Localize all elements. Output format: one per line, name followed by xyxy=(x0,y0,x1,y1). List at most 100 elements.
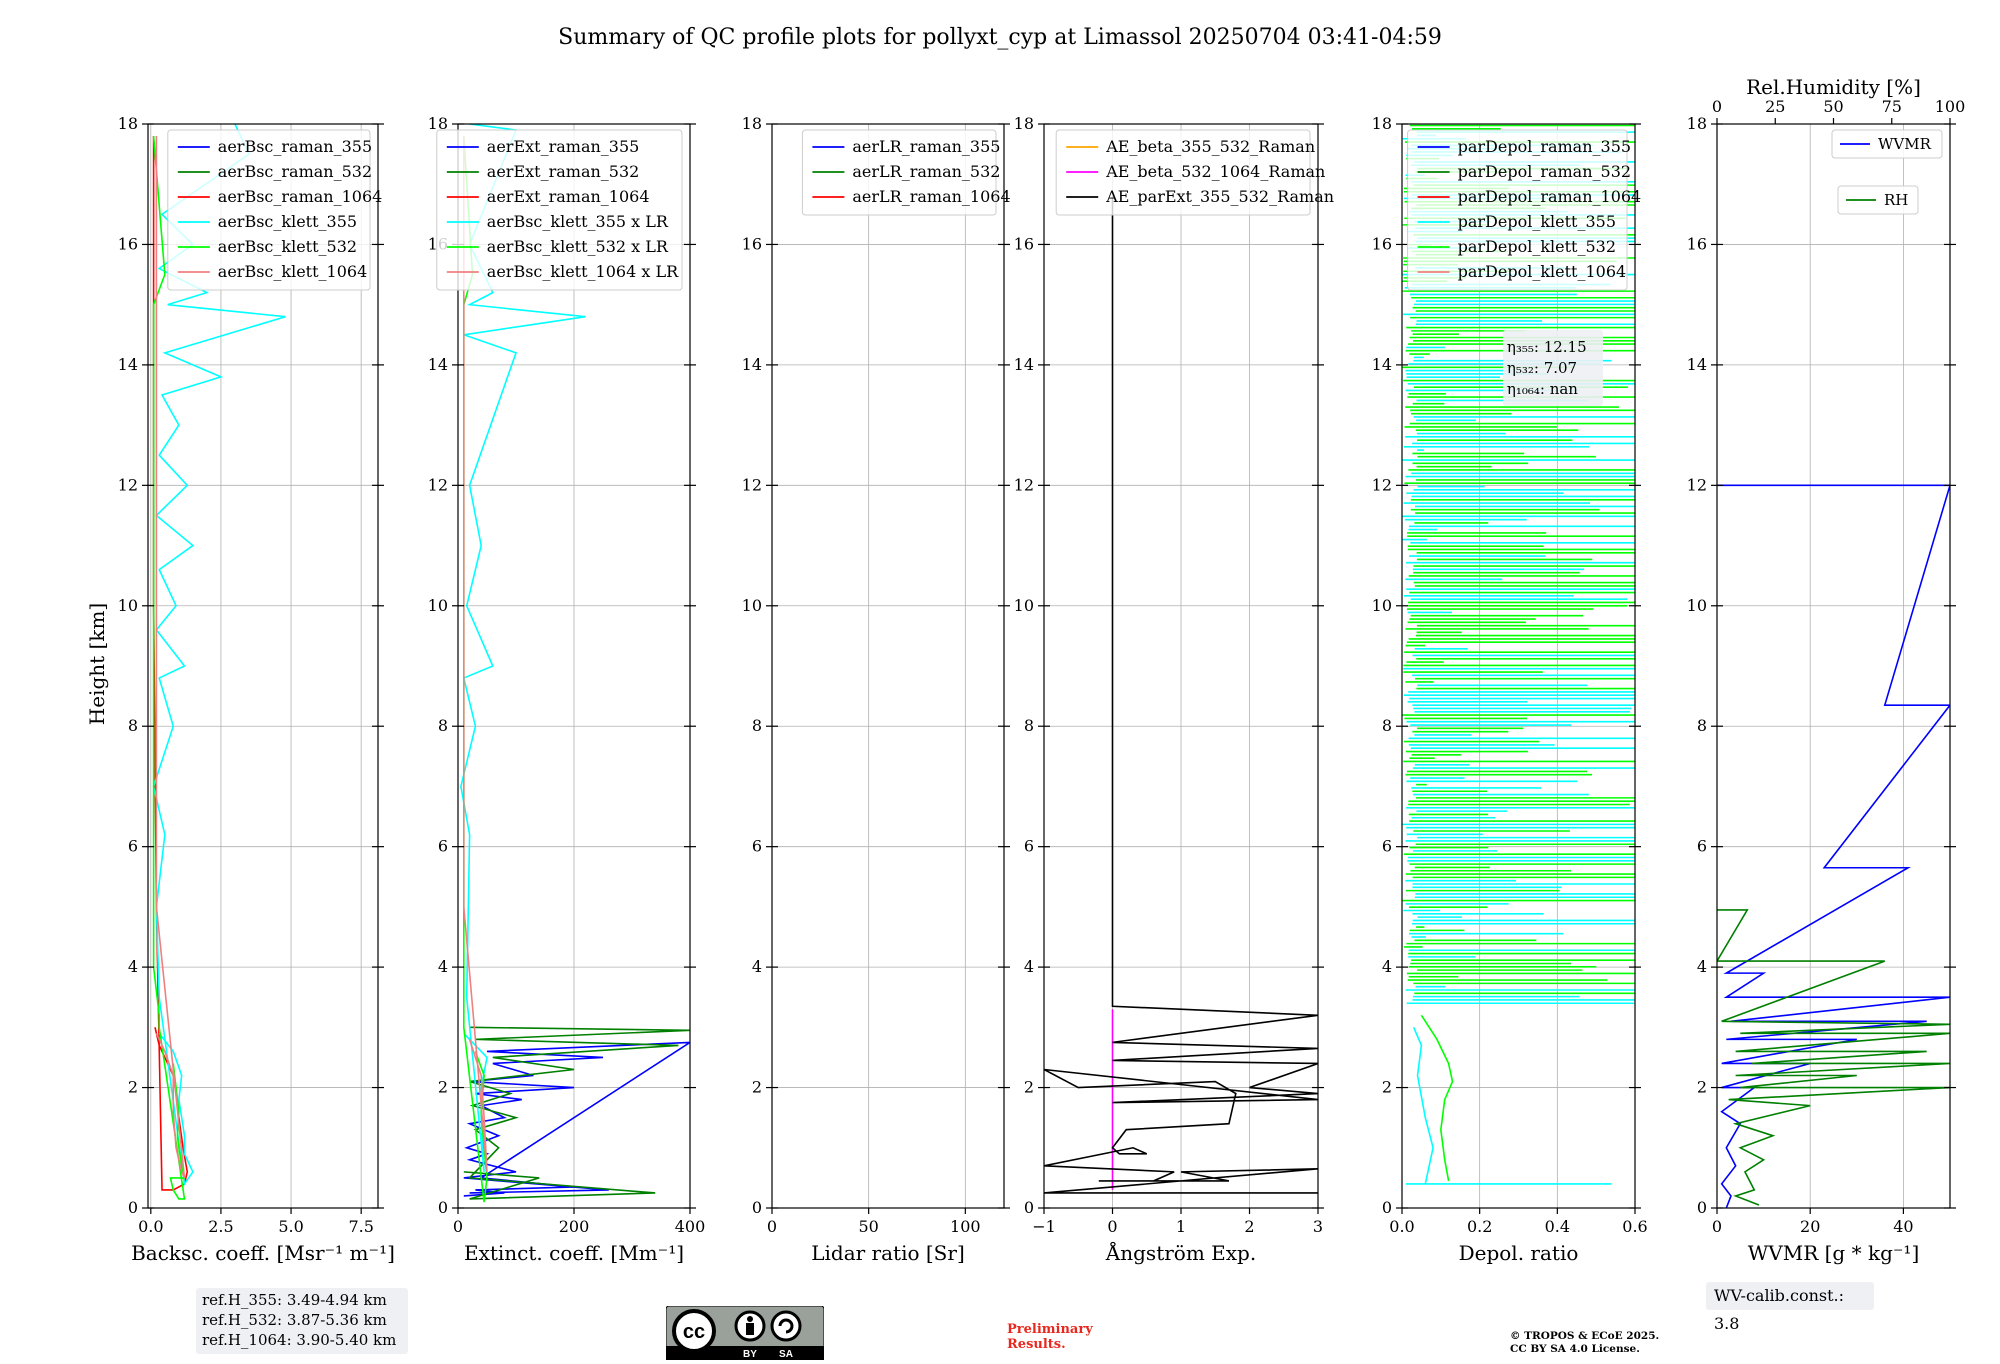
legend-label: aerBsc_raman_532 xyxy=(218,162,372,181)
wv-calibration-text: WV-calib.const.: 3.8 xyxy=(1714,1286,1845,1333)
y-tick-label: 12 xyxy=(1014,475,1034,494)
series-line xyxy=(1044,196,1318,1194)
y-tick-label: 14 xyxy=(742,355,762,374)
y-tick-label: 18 xyxy=(1372,114,1392,133)
legend: AE_beta_355_532_Raman AE_beta_532_1064_Ra… xyxy=(1055,129,1334,216)
y-tick-label: 4 xyxy=(752,957,762,976)
x-tick-label: 0.0 xyxy=(138,1217,163,1236)
axes-frame xyxy=(1401,123,1636,1209)
legend-label: aerLR_raman_355 xyxy=(852,137,1000,156)
legend-label: aerExt_raman_355 xyxy=(487,137,640,156)
cc-sa-label: SA xyxy=(779,1349,793,1360)
y-tick-label: 16 xyxy=(1372,234,1392,253)
y-tick-label: 12 xyxy=(1687,475,1707,494)
y-tick-label: 0 xyxy=(1697,1198,1707,1217)
legend-label: aerLR_raman_1064 xyxy=(852,187,1010,206)
x-tick-label: 400 xyxy=(675,1217,706,1236)
legend: aerBsc_raman_355 aerBsc_raman_532 aerBsc_r… xyxy=(167,129,383,291)
y-tick-label: 12 xyxy=(1372,475,1392,494)
y-tick-label: 12 xyxy=(428,475,448,494)
x-axis-label: Ångström Exp. xyxy=(1105,1240,1256,1265)
series-line xyxy=(460,124,586,1172)
series-line xyxy=(1405,1027,1612,1185)
y-tick-label: 18 xyxy=(118,114,138,133)
y-tick-label: 10 xyxy=(1014,596,1034,615)
eta-line: η₁₀₆₄: nan xyxy=(1507,380,1578,398)
y-tick-label: 0 xyxy=(128,1198,138,1217)
panel-lidar_ratio: 0 2 4 6 8 10 12 14 16 18 0 50 100 Lidar ratio [Sr] aer… xyxy=(742,114,1011,1265)
legend-label: aerBsc_klett_355 x LR xyxy=(487,212,669,231)
x-axis-label: Lidar ratio [Sr] xyxy=(811,1241,965,1265)
series-line xyxy=(1420,1014,1454,1182)
legend-box xyxy=(167,129,371,291)
y-tick-label: 18 xyxy=(1014,114,1034,133)
y-tick-label: 0 xyxy=(1382,1198,1392,1217)
x-tick-label: 20 xyxy=(1800,1217,1820,1236)
y-tick-label: 4 xyxy=(438,957,448,976)
y-tick-label: 10 xyxy=(1687,596,1707,615)
y-tick-label: 16 xyxy=(1014,234,1034,253)
axes-frame xyxy=(1716,123,1951,1209)
y-tick-label: 0 xyxy=(752,1198,762,1217)
y-tick-label: 4 xyxy=(1697,957,1707,976)
legend-label: aerBsc_raman_355 xyxy=(218,137,372,156)
x-tick-label: 0.2 xyxy=(1467,1217,1492,1236)
legend-label: WVMR xyxy=(1878,135,1932,153)
x-tick-label: 2.5 xyxy=(208,1217,233,1236)
eta-line: η₃₅₅: 12.15 xyxy=(1507,338,1587,356)
y-axis-label: Height [km] xyxy=(85,603,109,725)
grid xyxy=(1716,123,1950,1209)
top-x-tick-label: 0 xyxy=(1712,97,1722,116)
legend-label: aerBsc_raman_1064 xyxy=(218,187,383,206)
legend-label: AE_beta_532_1064_Raman xyxy=(1105,162,1325,181)
series-group xyxy=(1044,196,1318,1194)
y-tick-label: 2 xyxy=(128,1078,138,1097)
y-tick-label: 6 xyxy=(128,837,138,856)
x-tick-label: 100 xyxy=(950,1217,981,1236)
y-tick-label: 0 xyxy=(438,1198,448,1217)
y-tick-label: 0 xyxy=(1024,1198,1034,1217)
svg-text:cc: cc xyxy=(683,1321,705,1343)
legend: aerLR_raman_355 aerLR_raman_532 aerLR_rama… xyxy=(801,129,1011,216)
legend: aerExt_raman_355 aerExt_raman_532 aerExt_r… xyxy=(436,129,683,291)
top-x-tick-label: 100 xyxy=(1935,97,1966,116)
x-tick-label: 5.0 xyxy=(278,1217,303,1236)
y-tick-label: 2 xyxy=(752,1078,762,1097)
legend-item: RH xyxy=(1837,185,1919,215)
legend-label: parDepol_raman_1064 xyxy=(1458,187,1642,206)
y-tick-label: 10 xyxy=(118,596,138,615)
legend: parDepol_raman_355 parDepol_raman_532 parD… xyxy=(1407,129,1642,291)
y-tick-label: 12 xyxy=(742,475,762,494)
top-x-tick-label: 50 xyxy=(1823,97,1843,116)
legend-label: parDepol_raman_355 xyxy=(1458,137,1631,156)
reference-height-box: ref.H_355: 3.49-4.94 km ref.H_532: 3.87-… xyxy=(196,1288,408,1354)
legend-label: aerBsc_klett_1064 xyxy=(218,262,367,281)
cc-license-badge[interactable]: cc BY SA xyxy=(665,1305,825,1361)
top-x-tick-label: 75 xyxy=(1882,97,1902,116)
y-tick-label: 2 xyxy=(438,1078,448,1097)
x-axis-label: WVMR [g * kg⁻¹] xyxy=(1748,1241,1920,1265)
y-tick-label: 8 xyxy=(752,716,762,735)
legend-label: aerExt_raman_532 xyxy=(487,162,640,181)
x-axis-label: Depol. ratio xyxy=(1459,1241,1579,1265)
y-tick-label: 18 xyxy=(428,114,448,133)
y-tick-label: 16 xyxy=(1687,234,1707,253)
y-tick-label: 10 xyxy=(428,596,448,615)
legend-label: AE_parExt_355_532_Raman xyxy=(1105,187,1334,206)
y-tick-label: 8 xyxy=(1697,716,1707,735)
y-tick-label: 6 xyxy=(1024,837,1034,856)
y-tick-label: 4 xyxy=(1024,957,1034,976)
series-line xyxy=(152,135,186,1200)
x-tick-label: 50 xyxy=(858,1217,878,1236)
y-tick-label: 18 xyxy=(742,114,762,133)
y-tick-label: 12 xyxy=(118,475,138,494)
x-tick-label: 0.0 xyxy=(1389,1217,1414,1236)
grid xyxy=(1043,123,1319,1209)
legend-label: parDepol_klett_1064 xyxy=(1458,262,1627,281)
x-tick-label: 40 xyxy=(1893,1217,1913,1236)
x-axis-label: Extinct. coeff. [Mm⁻¹] xyxy=(464,1241,684,1265)
wv-calibration-box: WV-calib.const.: 3.8 xyxy=(1706,1282,1874,1333)
